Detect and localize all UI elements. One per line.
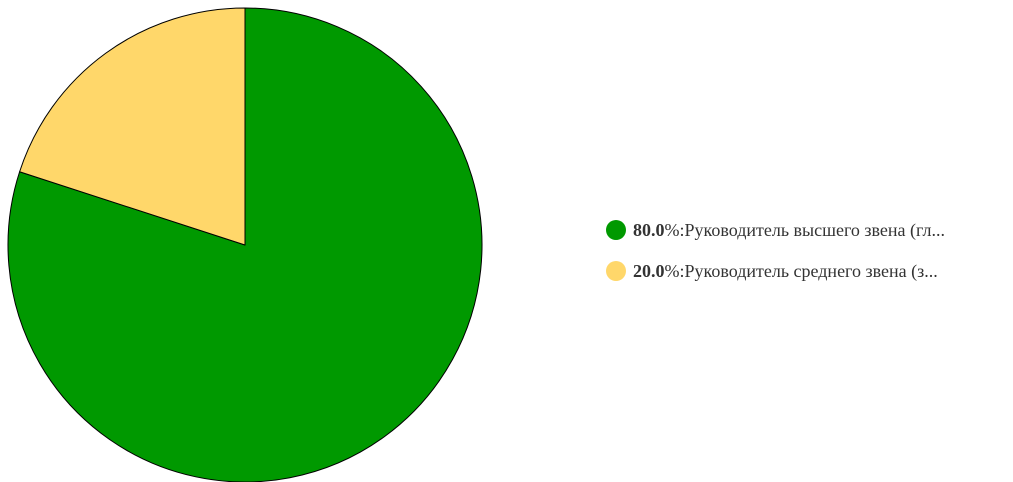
legend-item-middle-manager: 20.0%: Руководитель среднего звена (з...: [606, 260, 1006, 282]
legend-swatch-icon: [606, 220, 626, 240]
pie-slice-1: [19, 7, 246, 246]
legend-percent: 80.0: [633, 219, 665, 240]
legend-percent: 20.0: [633, 260, 665, 281]
legend-label: Руководитель высшего звена (гл...: [684, 219, 945, 240]
legend-item-top-level-manager: 80.0%: Руководитель высшего звена (гл...: [606, 219, 1006, 241]
chart-legend: 80.0%: Руководитель высшего звена (гл...…: [606, 219, 1006, 301]
legend-swatch-icon: [606, 261, 626, 281]
legend-suffix: %:: [664, 260, 685, 281]
legend-label: Руководитель среднего звена (з...: [684, 260, 938, 281]
pie-slices: [7, 7, 483, 482]
legend-suffix: %:: [664, 219, 685, 240]
